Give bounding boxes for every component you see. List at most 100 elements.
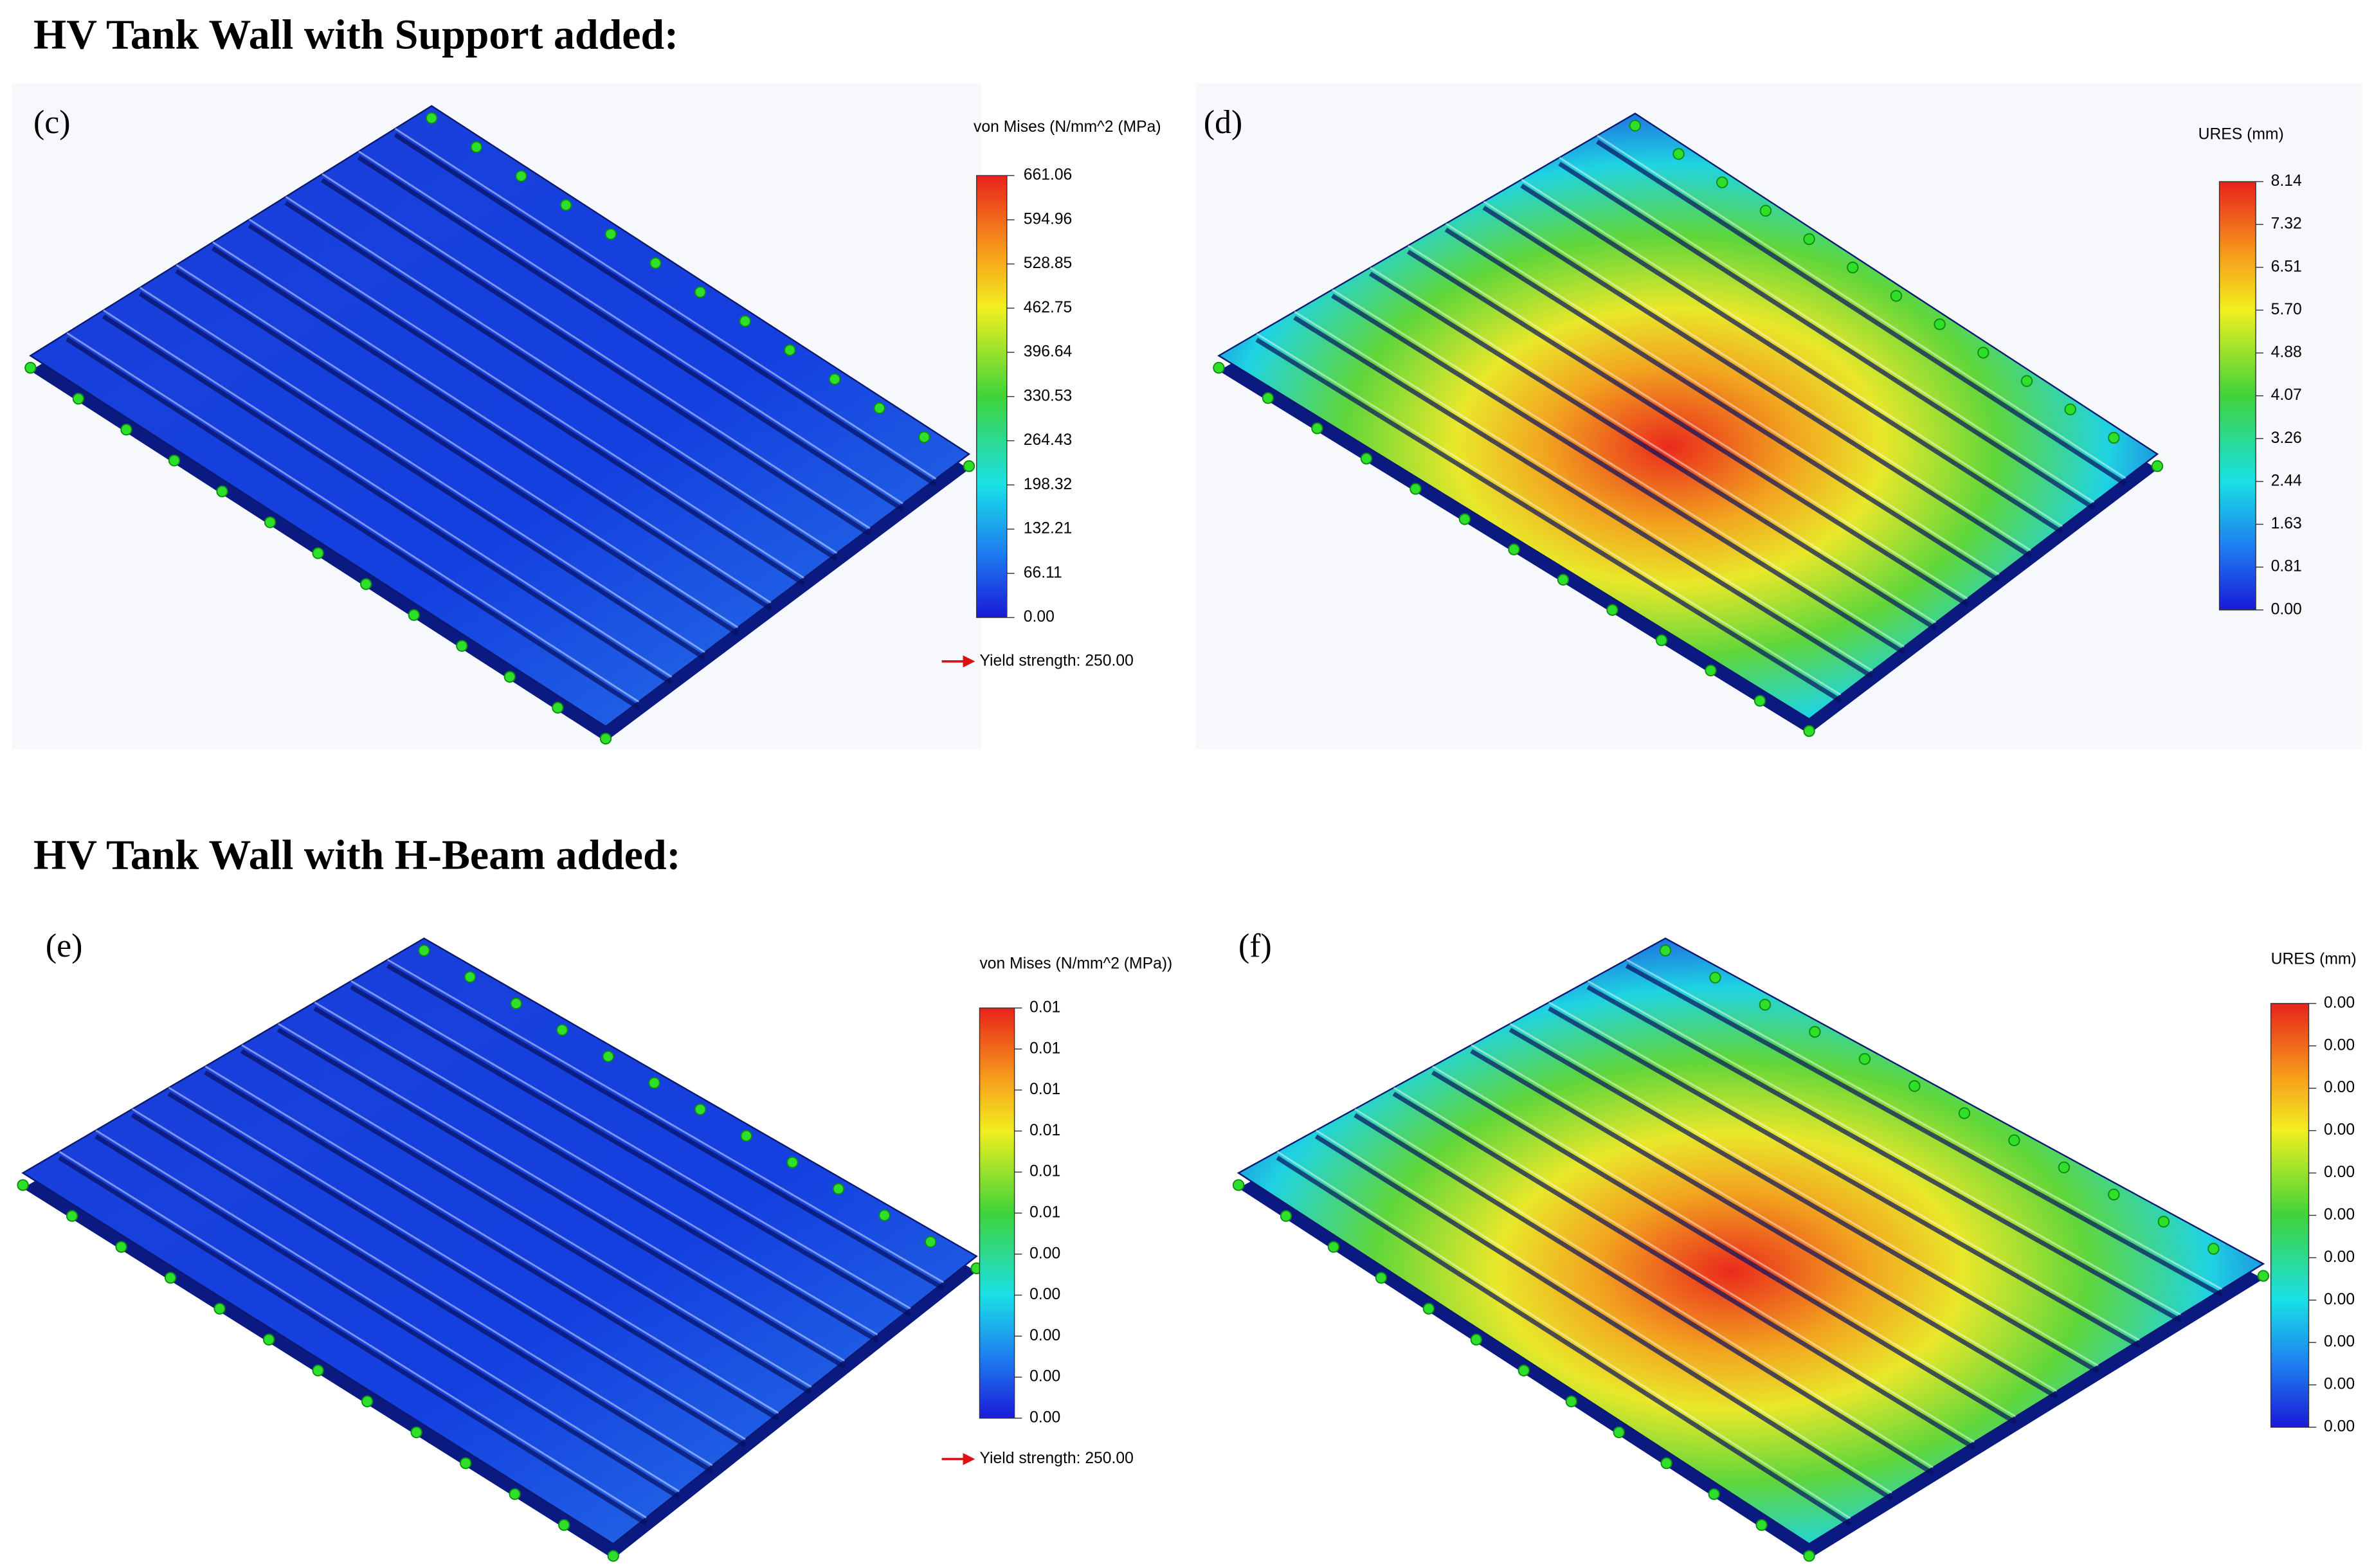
support-marker: [1470, 1333, 1483, 1346]
support-marker: [312, 547, 324, 559]
rib-shadow: [248, 223, 806, 586]
support-marker: [828, 373, 841, 385]
rib: [1597, 134, 2126, 479]
legend-title: von Mises (N/mm^2 (MPa)): [979, 955, 1172, 973]
support-marker: [456, 640, 468, 652]
color-bar-label: 7.32: [2271, 215, 2302, 233]
rib: [394, 127, 937, 480]
color-bar-label: 0.00: [2324, 1418, 2355, 1436]
support-marker: [1213, 361, 1225, 374]
color-bar-label: 5.70: [2271, 301, 2302, 318]
rib-shadow: [1482, 205, 2033, 559]
rib: [59, 1151, 647, 1518]
rib: [66, 332, 640, 703]
plate: [1237, 937, 2265, 1545]
support-marker: [1755, 1518, 1768, 1531]
support-marker: [509, 1488, 521, 1500]
support-marker: [599, 732, 612, 745]
rib-shadow: [1596, 140, 2127, 487]
rib-shadow: [1558, 161, 2096, 510]
rib-shadow: [1431, 1070, 2017, 1425]
support-marker: [1518, 1364, 1530, 1376]
rib: [1370, 267, 1937, 624]
color-bar-label: 462.75: [1024, 299, 1073, 316]
rib: [95, 1129, 680, 1493]
support-marker: [1613, 1426, 1625, 1439]
support-marker: [1458, 513, 1471, 525]
support-marker: [649, 257, 662, 269]
color-bar-label: 8.14: [2271, 172, 2302, 190]
support-marker: [464, 971, 476, 983]
support-marker: [360, 578, 372, 590]
rib: [1445, 222, 2000, 575]
plate: [1217, 113, 2159, 720]
color-bar-label: 0.00: [1029, 1245, 1060, 1262]
rib: [277, 1023, 846, 1362]
support-marker: [72, 392, 85, 405]
rib-shadow: [131, 1113, 714, 1473]
rib: [1509, 1023, 2099, 1367]
support-marker: [1908, 1080, 1921, 1092]
support-marker: [1659, 944, 1672, 957]
rib-shadow: [1470, 1049, 2058, 1400]
support-marker: [607, 1549, 619, 1562]
support-marker: [2058, 1161, 2070, 1174]
support-marker: [213, 1302, 226, 1315]
rib-shadow: [1314, 1134, 1893, 1501]
support-marker: [1847, 261, 1859, 274]
rib-shadow: [321, 178, 871, 537]
support-marker: [556, 1023, 568, 1036]
rib-shadow: [1354, 1113, 1935, 1475]
rib-shadow: [66, 337, 640, 710]
color-bar-label: 0.01: [1029, 1203, 1060, 1221]
support-marker: [694, 1103, 707, 1115]
support-marker: [66, 1210, 78, 1222]
color-bar-label: 0.00: [2324, 1291, 2355, 1308]
support-marker: [1360, 453, 1373, 465]
color-bar-label: 0.00: [2324, 1376, 2355, 1393]
rib: [1276, 1151, 1851, 1519]
color-bar-label: 3.26: [2271, 429, 2302, 447]
support-marker: [1606, 604, 1618, 616]
rib: [387, 959, 945, 1283]
rib-shadow: [167, 1092, 747, 1448]
support-marker: [264, 516, 276, 528]
color-bar-label: 0.00: [2324, 994, 2355, 1011]
section-title: HV Tank Wall with Support added:: [33, 11, 678, 58]
support-marker: [17, 1179, 29, 1191]
support-marker: [1311, 422, 1323, 435]
color-bar-label: 0.00: [2324, 1164, 2355, 1181]
rib-shadow: [1331, 293, 1906, 655]
rib: [241, 1044, 812, 1388]
rib-shadow: [1406, 249, 1969, 607]
support-marker: [878, 1209, 891, 1221]
support-marker: [604, 228, 617, 240]
rib-shadow: [204, 1070, 780, 1421]
rib: [322, 173, 871, 530]
support-marker: [115, 1241, 127, 1253]
support-marker: [418, 944, 430, 957]
support-marker: [503, 671, 516, 683]
rib: [248, 219, 804, 579]
color-bar: [2270, 1003, 2310, 1428]
yield-annotation: Yield strength: 250.00: [979, 1450, 1133, 1467]
support-marker: [361, 1395, 374, 1408]
rib: [1316, 1129, 1892, 1494]
color-bar-label: 0.00: [2271, 600, 2302, 618]
color-bar-label: 0.00: [2324, 1248, 2355, 1266]
support-marker: [694, 286, 707, 298]
color-bar-label: 6.51: [2271, 258, 2302, 275]
support-marker: [1803, 1549, 1815, 1562]
rib: [1432, 1065, 2016, 1418]
support-marker: [1705, 664, 1717, 677]
support-marker: [648, 1077, 660, 1089]
support-marker: [1958, 1107, 1971, 1119]
rib-shadow: [386, 964, 945, 1291]
support-marker: [1280, 1210, 1292, 1222]
support-marker: [552, 701, 564, 714]
support-marker: [2108, 1188, 2120, 1201]
panel-label: (d): [1204, 104, 1242, 141]
rib: [1587, 980, 2182, 1316]
color-bar-label: 396.64: [1024, 343, 1073, 361]
